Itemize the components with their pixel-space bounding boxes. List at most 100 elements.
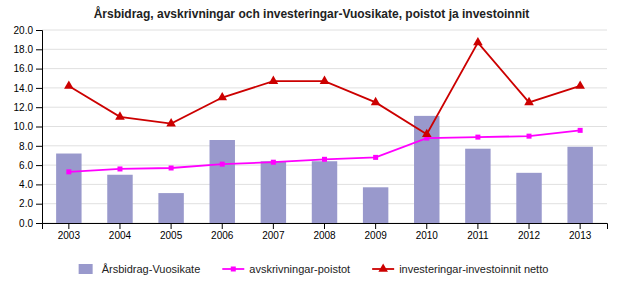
chart: Årsbidrag, avskrivningar och investering… — [0, 0, 623, 285]
tick-mark — [36, 30, 42, 31]
tick-label: 14.0 — [14, 83, 34, 94]
plot: 2003200420052006200720082009201020112012… — [14, 25, 608, 241]
tick: 2006 — [211, 223, 234, 241]
tick-mark — [426, 223, 427, 229]
marker — [220, 162, 225, 167]
tick-label: 8.0 — [19, 141, 33, 152]
tick: 8.0 — [19, 141, 42, 152]
axis-line — [43, 224, 608, 230]
tick: 2009 — [365, 223, 388, 241]
marker — [524, 97, 534, 105]
tick-mark — [36, 88, 42, 89]
marker — [475, 135, 480, 140]
marker — [117, 166, 122, 171]
tick-label: 4.0 — [19, 179, 33, 190]
tick: 20.0 — [14, 25, 42, 36]
marker — [169, 165, 174, 170]
marker — [115, 111, 125, 119]
marker — [66, 169, 71, 174]
bar — [210, 140, 235, 223]
marker — [217, 92, 227, 100]
tick-mark — [36, 49, 42, 50]
marks — [56, 37, 593, 223]
line-series — [66, 128, 582, 174]
tick-mark — [477, 223, 478, 229]
tick-mark — [324, 223, 325, 229]
bar — [107, 175, 132, 223]
marker — [575, 80, 585, 88]
tick-label: 2013 — [569, 230, 592, 241]
line — [69, 43, 580, 135]
tick-mark — [68, 223, 69, 229]
tick: 2013 — [569, 223, 592, 241]
legend-label: Årsbidrag-Vuosikate — [102, 263, 201, 275]
tick-mark — [36, 165, 42, 166]
tick-label: 20.0 — [14, 25, 34, 36]
bar — [414, 116, 439, 223]
grid-line — [42, 145, 607, 146]
tick-label: 2012 — [518, 230, 541, 241]
tick: 4.0 — [19, 179, 42, 190]
tick-mark — [529, 223, 530, 229]
tick-label: 10.0 — [14, 121, 34, 132]
grid-line — [42, 49, 607, 50]
tick: 16.0 — [14, 63, 42, 74]
grid-line — [42, 87, 607, 88]
tick-label: 2006 — [211, 230, 234, 241]
tick: 2008 — [313, 223, 336, 241]
bar — [516, 173, 541, 223]
legend-marker — [378, 263, 388, 271]
axis-line — [36, 31, 43, 224]
tick-mark — [222, 223, 223, 229]
bar — [261, 161, 286, 223]
marker — [473, 37, 483, 45]
tick: 0.0 — [19, 218, 42, 229]
tick-label: 2003 — [58, 230, 81, 241]
title: Årsbidrag, avskrivningar och investering… — [94, 6, 530, 21]
tick: 14.0 — [14, 83, 42, 94]
grid-line — [42, 68, 607, 69]
tick-mark — [119, 223, 120, 229]
marker — [320, 76, 330, 84]
legend-label: avskrivningar-poistot — [249, 263, 350, 275]
marker — [527, 134, 532, 139]
tick-mark — [36, 127, 42, 128]
marker — [422, 129, 432, 137]
tick-label: 2010 — [416, 230, 439, 241]
grid-line — [42, 30, 607, 31]
tick-mark — [36, 107, 42, 108]
bar — [363, 187, 388, 223]
marker — [166, 118, 176, 126]
grid — [42, 30, 607, 223]
tick: 2005 — [160, 223, 183, 241]
legend: Årsbidrag-Vuosikate avskrivningar-poistot… — [79, 263, 549, 275]
tick-mark — [273, 223, 274, 229]
tick-label: 16.0 — [14, 63, 34, 74]
legend-label: investeringar-investoinnit netto — [399, 263, 548, 275]
tick: 2.0 — [19, 198, 42, 209]
tick-mark — [36, 223, 42, 224]
legend-item: Årsbidrag-Vuosikate — [79, 263, 201, 275]
tick-label: 0.0 — [19, 218, 33, 229]
x-axis: 2003200420052006200720082009201020112012… — [43, 223, 608, 241]
tick: 18.0 — [14, 44, 42, 55]
bar — [56, 154, 81, 223]
tick-mark — [36, 204, 42, 205]
tick-label: 12.0 — [14, 102, 34, 113]
tick: 2007 — [262, 223, 285, 241]
tick: 12.0 — [14, 102, 42, 113]
marker — [271, 160, 276, 165]
legend-item: avskrivningar-poistot — [222, 263, 350, 275]
tick: 10.0 — [14, 121, 42, 132]
tick: 2011 — [467, 223, 489, 241]
legend-swatch — [79, 264, 93, 274]
bar — [465, 149, 490, 223]
tick-label: 2011 — [467, 230, 489, 241]
marker — [64, 80, 74, 88]
marker — [371, 97, 381, 105]
tick-mark — [375, 223, 376, 229]
legend-marker — [231, 267, 236, 272]
tick-mark — [36, 69, 42, 70]
bar — [567, 147, 592, 223]
y-axis: 0.02.04.06.08.010.012.014.016.018.020.0 — [14, 25, 43, 229]
